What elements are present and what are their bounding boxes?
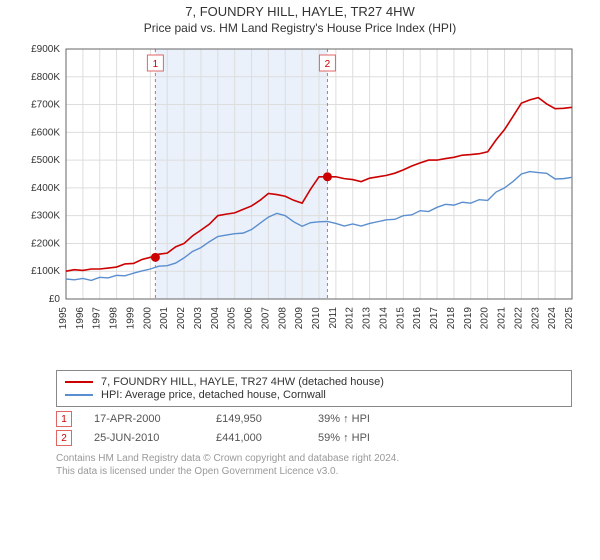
svg-text:2006: 2006 [244, 307, 255, 330]
svg-text:£200K: £200K [31, 238, 60, 249]
svg-text:£300K: £300K [31, 211, 60, 222]
svg-text:1995: 1995 [58, 307, 69, 330]
legend-row: HPI: Average price, detached house, Corn… [65, 389, 563, 401]
marker-badge: 1 [56, 411, 72, 427]
transaction-row: 1 17-APR-2000 £149,950 39% ↑ HPI [56, 411, 572, 427]
svg-text:£800K: £800K [31, 72, 60, 83]
svg-text:2011: 2011 [328, 307, 339, 329]
legend-swatch [65, 394, 93, 396]
svg-text:1999: 1999 [125, 307, 136, 330]
svg-text:2008: 2008 [277, 307, 288, 330]
svg-text:2: 2 [325, 59, 331, 70]
transaction-price: £441,000 [216, 432, 296, 444]
svg-text:2014: 2014 [378, 307, 389, 330]
svg-text:2018: 2018 [446, 307, 457, 330]
transaction-delta: 59% ↑ HPI [318, 432, 370, 444]
transaction-table: 1 17-APR-2000 £149,950 39% ↑ HPI 2 25-JUN-201… [56, 411, 572, 446]
svg-text:2022: 2022 [513, 307, 524, 330]
svg-text:2021: 2021 [497, 307, 508, 330]
svg-text:2009: 2009 [294, 307, 305, 330]
svg-text:2013: 2013 [362, 307, 373, 330]
svg-text:2017: 2017 [429, 307, 440, 330]
svg-text:2001: 2001 [159, 307, 170, 330]
svg-text:2004: 2004 [210, 307, 221, 330]
svg-text:£700K: £700K [31, 100, 60, 111]
svg-text:2007: 2007 [260, 307, 271, 330]
svg-text:£900K: £900K [31, 44, 60, 55]
legend-label: HPI: Average price, detached house, Corn… [101, 389, 326, 401]
svg-text:2020: 2020 [480, 307, 491, 330]
transaction-row: 2 25-JUN-2010 £441,000 59% ↑ HPI [56, 430, 572, 446]
svg-text:2000: 2000 [142, 307, 153, 330]
svg-text:2025: 2025 [564, 307, 575, 330]
legend-row: 7, FOUNDRY HILL, HAYLE, TR27 4HW (detach… [65, 376, 563, 388]
svg-text:2003: 2003 [193, 307, 204, 330]
svg-text:1997: 1997 [92, 307, 103, 330]
transaction-price: £149,950 [216, 413, 296, 425]
svg-text:2005: 2005 [227, 307, 238, 330]
transaction-date: 25-JUN-2010 [94, 432, 194, 444]
svg-text:£600K: £600K [31, 127, 60, 138]
legend: 7, FOUNDRY HILL, HAYLE, TR27 4HW (detach… [56, 370, 572, 407]
svg-text:2010: 2010 [311, 307, 322, 330]
credit-line: This data is licensed under the Open Gov… [56, 465, 572, 478]
svg-text:1996: 1996 [75, 307, 86, 330]
svg-text:2024: 2024 [547, 307, 558, 330]
svg-text:£400K: £400K [31, 183, 60, 194]
svg-text:1: 1 [153, 59, 159, 70]
svg-text:2012: 2012 [345, 307, 356, 330]
svg-text:2019: 2019 [463, 307, 474, 330]
marker-badge: 2 [56, 430, 72, 446]
transaction-date: 17-APR-2000 [94, 413, 194, 425]
data-credit: Contains HM Land Registry data © Crown c… [56, 452, 572, 478]
svg-text:£500K: £500K [31, 155, 60, 166]
svg-text:£0: £0 [49, 294, 61, 305]
price-chart: £0 £100K £200K £300K £400K £500K £600K £700K £80… [10, 41, 590, 366]
svg-text:2016: 2016 [412, 307, 423, 330]
page-title: 7, FOUNDRY HILL, HAYLE, TR27 4HW [0, 4, 600, 19]
svg-text:2023: 2023 [530, 307, 541, 330]
svg-text:£100K: £100K [31, 266, 60, 277]
credit-line: Contains HM Land Registry data © Crown c… [56, 452, 572, 465]
legend-label: 7, FOUNDRY HILL, HAYLE, TR27 4HW (detach… [101, 376, 384, 388]
svg-text:2002: 2002 [176, 307, 187, 330]
svg-text:1998: 1998 [109, 307, 120, 330]
svg-text:2015: 2015 [395, 307, 406, 330]
page-subtitle: Price paid vs. HM Land Registry's House … [0, 21, 600, 35]
transaction-delta: 39% ↑ HPI [318, 413, 370, 425]
legend-swatch [65, 381, 93, 383]
